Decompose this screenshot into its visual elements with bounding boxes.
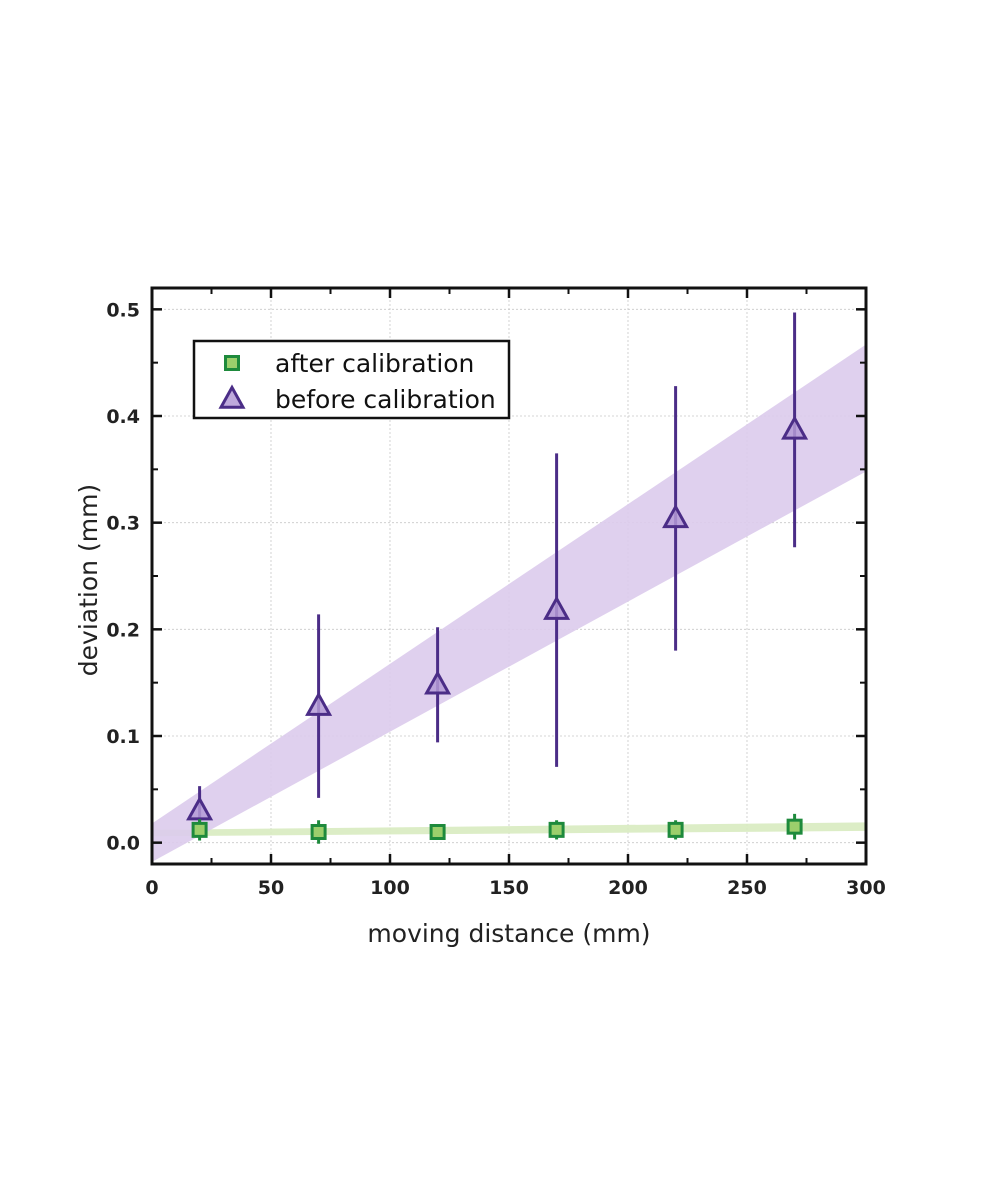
y-axis-title: deviation (mm) — [74, 484, 103, 676]
triangle-marker — [424, 670, 452, 695]
square-marker — [786, 818, 803, 835]
x-tick-label: 100 — [370, 877, 410, 899]
x-tick-label: 0 — [145, 877, 158, 899]
legend-label: before calibration — [275, 385, 496, 414]
legend-label: after calibration — [275, 349, 474, 378]
series-after-calibration — [191, 813, 803, 844]
legend-square-marker — [224, 355, 240, 371]
square-marker — [310, 824, 327, 840]
y-tick-label: 0.4 — [106, 406, 140, 428]
legend-triangle-marker — [218, 384, 246, 409]
triangle-marker — [305, 691, 333, 716]
y-tick-label: 0.5 — [106, 299, 140, 321]
x-tick-label: 50 — [258, 877, 284, 899]
data-series — [186, 312, 809, 844]
triangle-marker — [781, 415, 809, 440]
x-tick-label: 250 — [727, 877, 767, 899]
square-marker — [191, 821, 208, 838]
square-marker — [667, 821, 684, 838]
band-before-calibration — [152, 344, 866, 862]
triangle-marker — [543, 595, 571, 620]
legend: after calibration before calibration — [192, 339, 511, 420]
x-tick-label: 300 — [846, 877, 886, 899]
band-after-calibration — [152, 822, 866, 837]
y-tick-label: 0.1 — [106, 726, 140, 748]
y-tick-label: 0.3 — [106, 513, 140, 535]
confidence-bands — [152, 344, 866, 862]
y-tick-label: 0.2 — [106, 619, 140, 641]
x-axis-title: moving distance (mm) — [367, 919, 650, 948]
tick-labels: 0 50 100 150 200 250 300 0.0 0.1 0.2 0.3 0.4 0.5 — [106, 299, 886, 899]
series-before-calibration — [186, 312, 809, 836]
x-tick-label: 200 — [608, 877, 648, 899]
triangle-marker — [662, 503, 690, 529]
square-marker — [429, 824, 446, 840]
axis-ticks — [150, 288, 868, 864]
legend-box — [192, 339, 511, 420]
x-tick-label: 150 — [489, 877, 529, 899]
y-tick-label: 0.0 — [106, 833, 140, 855]
triangle-marker — [186, 796, 214, 821]
square-marker — [548, 821, 565, 838]
